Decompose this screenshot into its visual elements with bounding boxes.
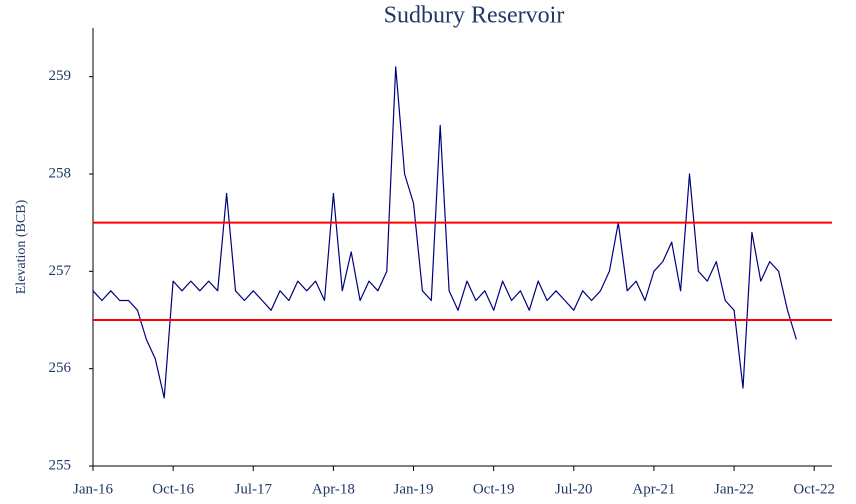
x-tick-label: Jan-19 — [394, 481, 434, 497]
data-line — [92, 66, 797, 399]
x-tick-label: Jan-22 — [714, 481, 754, 497]
y-axis-label: Elevation (BCB) — [14, 199, 29, 294]
y-tick-label: 259 — [49, 68, 72, 84]
x-tick-label: Oct-16 — [152, 481, 194, 497]
x-tick-label: Jul-17 — [235, 481, 273, 497]
y-tick-label: 255 — [49, 457, 72, 473]
chart-title: Sudbury Reservoir — [384, 3, 565, 29]
x-tick-label: Jul-20 — [555, 481, 593, 497]
y-tick-label: 256 — [49, 360, 72, 376]
x-tick-label: Apr-18 — [312, 481, 355, 497]
y-tick-label: 258 — [49, 165, 72, 181]
x-tick-label: Apr-21 — [632, 481, 675, 497]
x-tick-label: Oct-19 — [473, 481, 515, 497]
y-tick-label: 257 — [49, 263, 72, 279]
x-tick-label: Jan-16 — [73, 481, 113, 497]
x-tick-label: Oct-22 — [793, 481, 835, 497]
